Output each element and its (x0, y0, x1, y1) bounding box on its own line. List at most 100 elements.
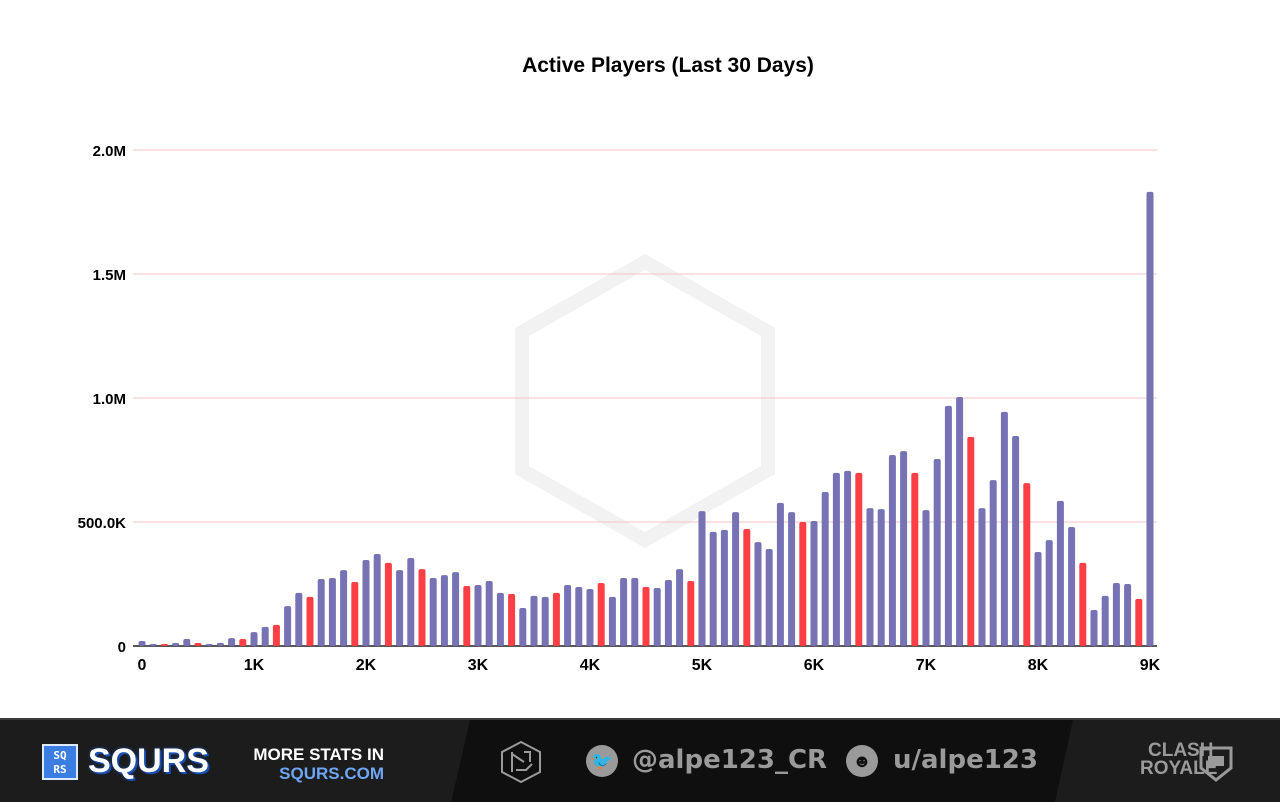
bar (250, 632, 258, 646)
more-stats[interactable]: MORE STATS IN SQURS.COM (253, 745, 384, 783)
bar (519, 608, 527, 646)
bar (978, 508, 986, 646)
bar (452, 572, 460, 646)
bar (228, 638, 236, 646)
bar (575, 586, 583, 646)
bar (776, 502, 784, 646)
bar (194, 643, 202, 646)
bar (138, 641, 146, 646)
footer: SQ RS SQURS MORE STATS IN SQURS.COM 🐦 @alp… (0, 718, 1280, 802)
bar (205, 644, 213, 646)
crown-shield-icon (1199, 746, 1233, 782)
x-tick-label: 6K (804, 657, 825, 674)
bar (474, 584, 482, 646)
bar (1090, 610, 1098, 646)
bar (877, 509, 885, 646)
bar (183, 639, 191, 646)
x-tick-label: 3K (468, 657, 489, 674)
bar (564, 584, 572, 646)
bar (530, 595, 538, 646)
bar (1068, 526, 1076, 646)
twitter-icon: 🐦 (586, 745, 618, 777)
bar (351, 582, 359, 646)
bar (1146, 191, 1154, 647)
bar (328, 578, 336, 646)
bar (1079, 562, 1087, 646)
bar (340, 570, 348, 646)
y-tick-label: 1.5M (93, 267, 126, 284)
reddit-handle[interactable]: u/alpe123 (893, 745, 1038, 775)
squrs-logo-icon: SQ RS (42, 744, 78, 780)
bar (508, 593, 516, 646)
bar (272, 624, 280, 646)
bar (989, 480, 997, 646)
bar (496, 592, 504, 646)
bar (384, 562, 392, 646)
bar (485, 581, 493, 646)
bar (855, 472, 863, 646)
watermark-logo (515, 253, 775, 549)
x-tick-label: 8K (1028, 657, 1049, 674)
bar (922, 510, 930, 646)
bar (900, 451, 908, 646)
x-tick-label: 7K (916, 657, 937, 674)
bar (821, 491, 829, 646)
bar (261, 626, 269, 646)
bar-chart: 0 500.0K 1.0M 1.5M 2.0M 0 1K 2K 3K 4K 5K 6K 7K 8K 9K (78, 143, 1161, 674)
bar (732, 512, 740, 646)
bar (866, 508, 874, 646)
bar (284, 606, 292, 646)
clash-royale-logo: CLASH ROYALE (1140, 740, 1218, 779)
y-tick-label: 500.0K (78, 515, 127, 532)
bar (1135, 598, 1143, 646)
bar (956, 397, 964, 646)
y-tick-label: 2.0M (93, 143, 126, 160)
bar (720, 529, 728, 646)
bar (418, 569, 426, 646)
bar (608, 596, 616, 646)
bar (1012, 435, 1020, 646)
bar (463, 585, 471, 646)
bar (933, 459, 941, 646)
bar (1000, 411, 1008, 646)
x-tick-label: 2K (356, 657, 377, 674)
bar (306, 596, 314, 646)
bar (362, 559, 370, 646)
bar (149, 644, 157, 646)
twitter-handle[interactable]: @alpe123_CR (632, 745, 828, 775)
bar (597, 583, 605, 646)
x-tick-label: 9K (1140, 657, 1161, 674)
bar (698, 511, 706, 646)
x-tick-label: 5K (692, 657, 713, 674)
bar (172, 643, 180, 646)
chart-title: Active Players (Last 30 Days) (522, 54, 814, 77)
bar (373, 553, 381, 646)
x-tick-label: 0 (138, 657, 147, 674)
bar (967, 436, 975, 646)
bar (295, 592, 303, 646)
bar (799, 522, 807, 646)
bar (429, 578, 437, 646)
bar (1045, 540, 1053, 646)
bar (552, 592, 560, 646)
bar (396, 570, 404, 646)
footer-left-panel (0, 720, 470, 802)
author-logo-icon (501, 740, 541, 784)
bar (541, 596, 549, 646)
bar (160, 644, 168, 646)
y-tick-label: 0 (118, 639, 126, 656)
y-tick-label: 1.0M (93, 391, 126, 408)
bar (810, 521, 818, 646)
bar (1056, 500, 1064, 646)
x-tick-label: 4K (580, 657, 601, 674)
bar (765, 549, 773, 646)
squrs-brand[interactable]: SQURS (88, 742, 209, 780)
bar (1023, 483, 1031, 646)
reddit-icon: ☻ (846, 745, 878, 777)
bar (631, 578, 639, 646)
bar (653, 587, 661, 646)
bar (642, 586, 650, 646)
bar (586, 588, 594, 646)
bar (440, 575, 448, 646)
bar (317, 579, 325, 646)
